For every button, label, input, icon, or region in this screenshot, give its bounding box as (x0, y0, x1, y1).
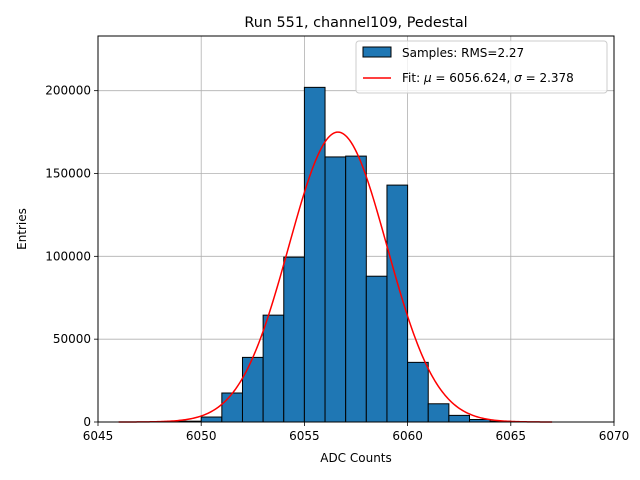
legend-fit-sigma-value: = 2.378 (522, 71, 574, 85)
histogram-bar (324, 156, 347, 423)
x-axis-label: ADC Counts (320, 451, 392, 465)
x-tick-label: 6060 (392, 429, 423, 443)
histogram-bar (386, 184, 409, 423)
plot-frame (97, 35, 615, 423)
histogram-bar (345, 155, 367, 423)
y-tick-label: 100000 (45, 249, 91, 263)
histogram-bar (365, 275, 388, 423)
x-tick-label: 6045 (83, 429, 114, 443)
legend: Samples: RMS=2.27 Fit: μ = 6056.624, σ =… (355, 40, 608, 94)
legend-fit-mu-value: = 6056.624, (432, 71, 515, 85)
y-axis-ticks: 0 50000 100000 150000 200000 (45, 84, 98, 429)
histogram-bar (241, 356, 264, 423)
legend-fit-mu: μ (423, 71, 432, 85)
legend-samples-label: Samples: RMS=2.27 (402, 46, 524, 60)
fit-curve-layer (118, 131, 553, 423)
legend-fit-prefix: Fit: (402, 71, 424, 85)
histogram-bar (407, 361, 429, 423)
plot-area: 6045 6050 6055 6060 6065 6070 0 50000 100000 150… (45, 35, 630, 443)
histogram-bar (283, 256, 305, 423)
legend-box (355, 40, 608, 94)
x-tick-label: 6055 (289, 429, 320, 443)
histogram-bar (303, 86, 326, 423)
legend-fit-label: Fit: μ = 6056.624, σ = 2.378 (402, 71, 574, 85)
histogram-bar (448, 414, 471, 423)
y-tick-label: 50000 (53, 332, 91, 346)
x-axis-ticks: 6045 6050 6055 6060 6065 6070 (83, 422, 630, 443)
legend-fit-sigma: σ (514, 71, 522, 85)
y-tick-label: 150000 (45, 167, 91, 181)
legend-samples-swatch (362, 46, 392, 58)
y-tick-label: 200000 (45, 84, 91, 98)
chart-title: Run 551, channel109, Pedestal (244, 15, 467, 31)
x-tick-label: 6070 (599, 429, 630, 443)
histogram-bars (159, 86, 512, 423)
y-axis-label: Entries (15, 208, 29, 250)
histogram-bar (427, 403, 450, 423)
x-tick-label: 6065 (496, 429, 527, 443)
y-tick-label: 0 (83, 415, 91, 429)
histogram-bar (262, 314, 285, 423)
histogram-bar (221, 392, 243, 423)
fit-curve (118, 131, 553, 423)
x-tick-label: 6050 (186, 429, 217, 443)
histogram-bar (200, 416, 223, 423)
